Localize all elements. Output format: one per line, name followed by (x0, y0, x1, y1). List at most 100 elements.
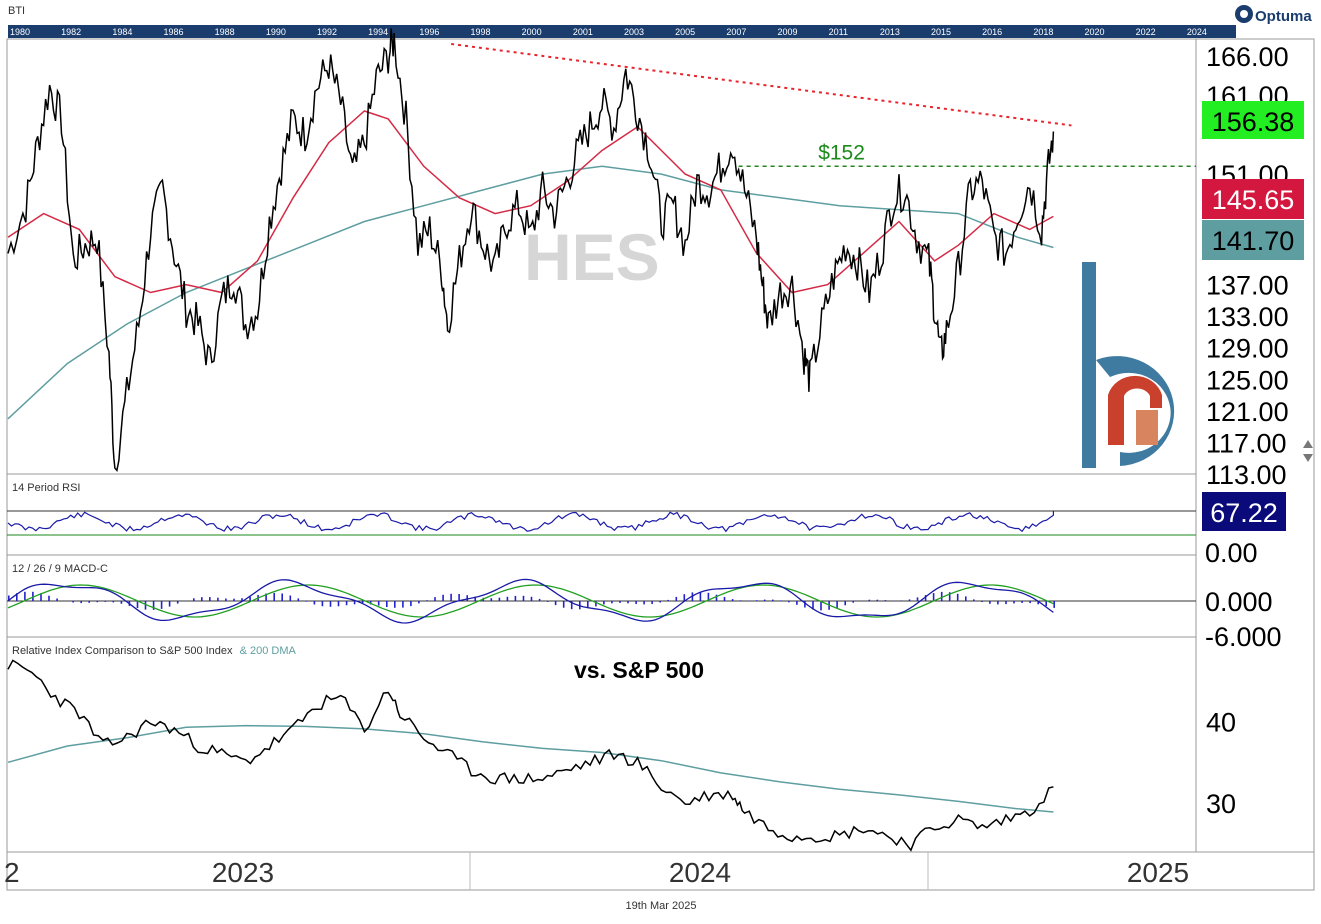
macd-hist-bar (627, 601, 629, 604)
panel-frames (6, 38, 1315, 891)
macd-hist-bar (104, 601, 107, 602)
timeline-year-2009: 2009 (778, 27, 798, 37)
macd-hist-bar (651, 601, 653, 604)
macd-hist-bar (546, 601, 549, 602)
macd-hist-bar (410, 601, 412, 607)
rsi-value: 67.22 (1210, 498, 1278, 528)
ma-teal-value: 141.70 (1212, 226, 1295, 256)
macd-hist-bar (442, 594, 444, 601)
rsi-panel: 14 Period RSI 67.22 0.00 (7, 482, 1286, 568)
macd-hist-bar (981, 601, 983, 602)
macd-hist-bar (932, 593, 935, 601)
macd-title: 12 / 26 / 9 MACD-C (12, 563, 108, 575)
timeline-year-1984: 1984 (112, 27, 132, 37)
moving-average-50 (7, 110, 1054, 294)
macd-hist-bar (112, 601, 115, 603)
scroll-controls[interactable] (1303, 440, 1313, 462)
timeline-navigator[interactable]: 1980 1982 1984 1986 1988 1990 1992 1994 1996 1998… (8, 25, 1236, 38)
macd-hist-bar (402, 601, 404, 608)
relative-tick: 30 (1206, 789, 1236, 819)
macd-hist-bar (394, 601, 396, 608)
macd-hist-bar (450, 593, 452, 601)
macd-hist-bar (820, 601, 822, 611)
macd-hist-bar (538, 598, 541, 601)
macd-hist-bar (973, 599, 975, 601)
macd-hist-bar (1045, 601, 1047, 607)
timeline-year-1988: 1988 (215, 27, 235, 37)
timeline-year-2016: 2016 (982, 27, 1002, 37)
macd-hist-bar (707, 592, 710, 601)
macd-hist-bar (852, 601, 854, 603)
macd-hist-bar (386, 601, 388, 607)
rsi-tick-zero: 0.00 (1205, 538, 1258, 568)
relative-series (7, 659, 1054, 852)
macd-hist-bar (989, 601, 991, 604)
ma-teal-tag: 141.70 (1202, 220, 1304, 260)
macd-hist-bar (16, 593, 18, 601)
x-tick-partial: 2 (4, 857, 20, 888)
timeline-year-2011: 2011 (829, 27, 848, 37)
relative-title-main: Relative Index Comparison to S&P 500 Ind… (12, 645, 233, 657)
macd-hist-bar (353, 601, 356, 605)
macd-histogram (8, 591, 1055, 611)
price-tick: 166.00 (1206, 42, 1289, 72)
macd-hist-bar (345, 601, 348, 606)
macd-hist-bar (603, 601, 605, 605)
macd-hist-bar (193, 598, 195, 601)
rsi-title: 14 Period RSI (12, 482, 80, 494)
resistance-trendline (450, 42, 1072, 127)
price-tick: 137.00 (1206, 271, 1289, 301)
price-tick: 129.00 (1206, 334, 1289, 364)
macd-hist-bar (739, 600, 742, 601)
macd-hist-bar (836, 601, 838, 608)
macd-hist-bar (217, 597, 219, 601)
macd-hist-bar (1029, 601, 1031, 604)
macd-hist-bar (506, 596, 509, 601)
macd-hist-bar (88, 601, 90, 603)
macd-hist-bar (699, 591, 702, 601)
macd-hist-bar (418, 601, 420, 604)
macd-hist-bar (675, 596, 678, 601)
macd-hist-bar (329, 601, 332, 607)
macd-hist-bar (1053, 601, 1055, 608)
macd-hist-bar (763, 599, 766, 601)
macd-tick-zero: 0.000 (1205, 587, 1273, 617)
macd-hist-bar (8, 595, 10, 601)
macd-hist-bar (273, 592, 275, 601)
scroll-down-icon[interactable] (1303, 454, 1313, 462)
macd-hist-bar (168, 601, 171, 607)
macd-hist-bar (48, 595, 50, 601)
macd-hist-bar (997, 601, 999, 605)
macd-hist-bar (924, 595, 927, 601)
price-series (7, 28, 1055, 473)
macd-hist-bar (1013, 601, 1015, 604)
timeline-year-2001: 2001 (573, 27, 593, 37)
timeline-year-1980: 1980 (10, 27, 30, 37)
timeline-year-1982: 1982 (61, 27, 81, 37)
timeline-year-2005: 2005 (675, 27, 695, 37)
x-tick-2025: 2025 (1127, 857, 1189, 888)
macd-hist-bar (619, 601, 621, 603)
macd-hist-bar (804, 601, 806, 608)
macd-hist-bar (120, 601, 123, 604)
macd-hist-bar (201, 597, 203, 601)
macd-hist-bar (796, 601, 798, 605)
macd-hist-bar (305, 601, 308, 602)
macd-hist-bar (772, 599, 774, 601)
macd-hist-bar (595, 601, 597, 607)
macd-hist-bar (281, 593, 283, 601)
macd-hist-bar (225, 598, 227, 601)
relative-title-dma: & 200 DMA (240, 645, 297, 657)
last-price-tag: 156.38 (1202, 101, 1304, 139)
relative-tick: 40 (1206, 708, 1236, 738)
macd-hist-bar (643, 601, 645, 605)
macd-hist-bar (72, 601, 74, 603)
timeline-year-2018: 2018 (1033, 27, 1053, 37)
macd-hist-bar (241, 598, 243, 601)
timeline-year-1998: 1998 (471, 27, 491, 37)
timeline-year-2007: 2007 (726, 27, 746, 37)
macd-hist-bar (723, 597, 726, 601)
timeline-year-2024: 2024 (1187, 27, 1207, 37)
brand-logo: Optuma (1235, 5, 1312, 25)
scroll-up-icon[interactable] (1303, 440, 1313, 448)
